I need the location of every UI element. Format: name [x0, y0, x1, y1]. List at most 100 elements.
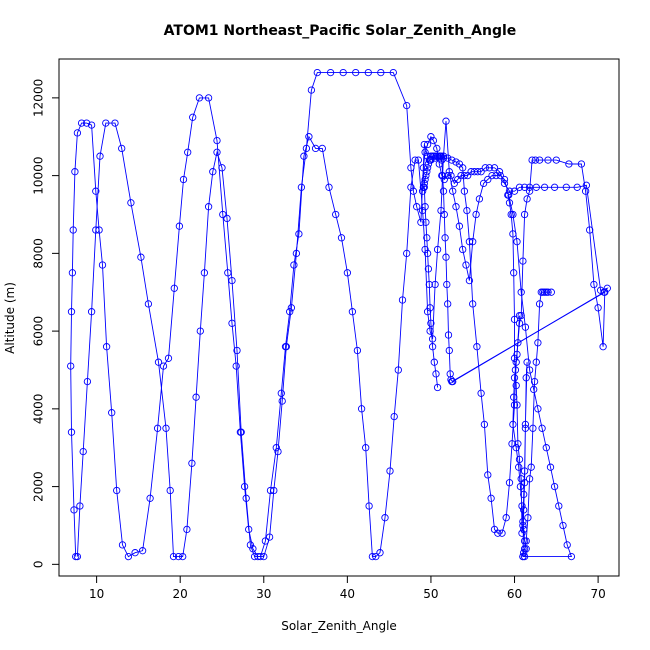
data-point — [417, 218, 425, 226]
data-point — [69, 226, 77, 234]
data-point — [144, 300, 153, 308]
data-point — [505, 187, 514, 195]
data-point — [368, 552, 377, 561]
x-tick-label: 20 — [173, 587, 188, 601]
data-point — [352, 68, 360, 77]
data-point — [509, 230, 517, 238]
data-point — [428, 343, 437, 351]
data-point — [513, 401, 521, 409]
chart-title: ATOM1 Northeast_Pacific Solar_Zenith_Ang… — [164, 23, 517, 39]
data-point — [326, 68, 335, 77]
data-point — [364, 68, 372, 77]
y-tick-label: 12000 — [32, 79, 46, 117]
data-point — [531, 156, 540, 164]
data-point — [520, 490, 528, 499]
data-point — [162, 424, 170, 432]
data-point — [447, 171, 455, 180]
x-tick-label: 40 — [340, 587, 355, 601]
data-point — [547, 288, 555, 296]
data-point — [487, 494, 495, 502]
data-point — [524, 514, 532, 522]
data-point — [435, 160, 443, 168]
data-point — [472, 210, 480, 219]
data-point — [562, 183, 570, 191]
data-point — [510, 187, 519, 195]
data-point — [586, 226, 594, 234]
data-point — [442, 253, 450, 261]
data-point — [256, 552, 265, 561]
data-point — [426, 304, 434, 312]
data-point — [439, 187, 448, 195]
series-line — [70, 72, 606, 558]
x-tick-label: 50 — [423, 587, 438, 601]
series-layer — [67, 68, 611, 561]
data-point — [407, 183, 415, 191]
data-point — [544, 288, 552, 296]
data-point — [520, 467, 529, 475]
data-point — [433, 144, 441, 153]
data-point — [362, 444, 370, 452]
data-point — [505, 199, 514, 207]
data-point — [250, 552, 259, 561]
data-point — [343, 269, 352, 277]
data-point — [423, 140, 432, 149]
data-point — [261, 537, 270, 545]
data-point — [502, 514, 510, 522]
data-point — [295, 230, 303, 238]
data-point — [444, 171, 452, 180]
data-point — [518, 502, 526, 510]
data-point — [484, 471, 492, 479]
data-point — [515, 455, 524, 464]
data-point — [73, 552, 82, 561]
data-point — [443, 280, 451, 289]
data-point — [290, 261, 298, 269]
data-point — [67, 308, 76, 316]
data-point — [138, 547, 147, 555]
data-point — [427, 319, 435, 327]
data-point — [68, 269, 77, 277]
data-point — [209, 168, 217, 176]
data-point — [438, 171, 447, 180]
data-point — [265, 533, 274, 541]
data-point — [546, 463, 555, 471]
data-point — [159, 362, 168, 370]
data-point — [440, 210, 448, 219]
data-point — [174, 552, 183, 561]
data-point — [567, 552, 576, 561]
data-point — [98, 261, 107, 269]
data-point — [189, 113, 197, 121]
data-point — [441, 234, 449, 242]
x-axis-label: Solar_Zenith_Angle — [281, 619, 397, 633]
data-point — [525, 475, 534, 483]
data-point — [523, 358, 531, 366]
data-point — [423, 164, 432, 172]
data-point — [424, 160, 433, 168]
data-point — [520, 506, 528, 514]
data-point — [213, 136, 221, 145]
data-point — [169, 552, 178, 561]
data-point — [447, 376, 455, 384]
data-point — [490, 164, 499, 172]
data-point — [510, 354, 519, 362]
data-point — [509, 420, 517, 429]
data-point — [542, 444, 550, 452]
data-point — [154, 358, 163, 366]
data-point — [376, 549, 384, 557]
data-point — [520, 210, 529, 219]
data-point — [420, 179, 428, 188]
data-point — [462, 261, 470, 269]
data-point — [534, 339, 542, 347]
data-point — [427, 133, 435, 141]
data-point — [559, 521, 567, 530]
data-point — [124, 552, 133, 561]
data-point — [357, 405, 366, 413]
data-point — [422, 171, 430, 180]
data-point — [423, 234, 431, 242]
data-point — [511, 366, 520, 374]
data-point — [525, 187, 534, 195]
data-point — [512, 381, 520, 390]
data-point — [337, 234, 346, 242]
data-point — [419, 183, 428, 191]
data-point — [67, 428, 76, 436]
data-point — [240, 482, 249, 491]
